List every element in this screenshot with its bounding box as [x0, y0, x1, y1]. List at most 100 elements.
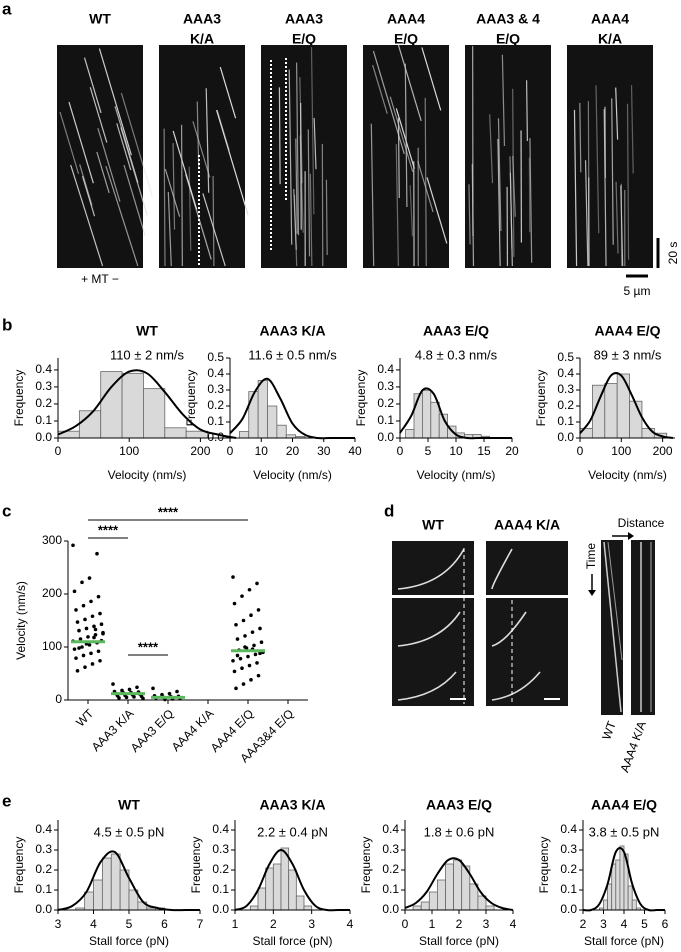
- dot: [127, 687, 132, 692]
- kymo-track: [68, 101, 94, 184]
- kymo-track: [205, 88, 210, 193]
- arrowhead: [588, 590, 596, 596]
- dot: [87, 576, 92, 580]
- annotation: 110 ± 2 nm/s: [110, 347, 185, 362]
- dot: [124, 695, 129, 700]
- dot: [256, 608, 261, 612]
- bar: [121, 372, 144, 439]
- kymo-track: [395, 108, 415, 169]
- kymo-track: [278, 87, 281, 185]
- bar: [295, 895, 305, 911]
- dot: [95, 551, 99, 556]
- x-tick-label: 7: [197, 917, 204, 931]
- significance-label: ****: [158, 504, 179, 519]
- kymo-track: [421, 47, 442, 111]
- x-tick-label: 0: [402, 917, 409, 931]
- annotation: 1.8 ± 0.6 pN: [424, 824, 495, 839]
- x-axis-label: Velocity (nm/s): [588, 468, 667, 482]
- microtubule: [491, 548, 513, 590]
- y-axis-label: Frequency: [184, 370, 198, 427]
- dot: [259, 640, 264, 645]
- x-tick-label: 2: [580, 917, 587, 931]
- kymo-track: [404, 63, 408, 208]
- bar: [257, 379, 268, 439]
- y-tick-label: 0.1: [35, 413, 52, 427]
- dot: [234, 686, 238, 691]
- y-tick-label: 0.2: [560, 862, 577, 876]
- dot: [135, 685, 139, 690]
- x-tick-label: 0: [227, 444, 234, 458]
- bar: [110, 853, 121, 911]
- dot: [117, 696, 121, 700]
- dot: [255, 581, 259, 586]
- kymo-track: [192, 121, 211, 178]
- x-axis-label: Stall force (pN): [252, 934, 332, 948]
- x-tick-label: 6: [161, 917, 168, 931]
- significance-label: ****: [98, 522, 119, 537]
- bar: [267, 405, 278, 439]
- y-tick-label: 0.2: [382, 862, 399, 876]
- kymo-track: [309, 173, 313, 267]
- y-tick-label: 0.4: [35, 362, 52, 376]
- y-axis-label: Frequency: [12, 837, 26, 894]
- x-tick-label: 5: [425, 444, 432, 458]
- dot: [90, 662, 95, 666]
- kymo-track: [489, 114, 494, 184]
- column-title: AAA3 & 4: [476, 11, 540, 27]
- dot: [92, 635, 96, 640]
- bar: [288, 869, 297, 911]
- dot: [75, 620, 80, 624]
- kymo-track: [296, 62, 300, 236]
- dot: [75, 669, 80, 673]
- bar: [257, 887, 267, 911]
- kymo-track: [325, 179, 328, 255]
- dot: [258, 626, 262, 631]
- y-tick-label: 0.4: [35, 822, 52, 836]
- kymo-track: [620, 185, 624, 267]
- arrowhead: [628, 532, 634, 540]
- x-tick-label: 4: [510, 917, 517, 931]
- kymo-track: [573, 109, 578, 267]
- dot: [84, 626, 89, 631]
- dot: [246, 654, 250, 659]
- microtubule: [397, 671, 457, 701]
- bar: [436, 879, 446, 911]
- dot: [231, 658, 235, 663]
- dot: [250, 630, 255, 634]
- chart-title: AAA4 E/Q: [594, 323, 660, 339]
- kymo-track: [611, 98, 614, 245]
- kymo-track: [509, 172, 513, 267]
- dot: [98, 611, 102, 616]
- kymo-track: [163, 128, 166, 267]
- dot: [98, 658, 102, 663]
- kymo-track: [172, 143, 176, 230]
- dot: [240, 594, 244, 598]
- kymo-track: [525, 80, 528, 142]
- bar: [611, 863, 617, 911]
- bar: [421, 389, 432, 439]
- chart-title: AAA3 E/Q: [426, 797, 492, 813]
- kymo-track: [370, 123, 375, 267]
- kymo-track: [497, 138, 501, 267]
- annotation: 3.8 ± 0.5 pN: [589, 824, 660, 839]
- fit-line: [57, 369, 237, 439]
- bar: [641, 427, 655, 439]
- y-axis-label: Frequency: [534, 370, 548, 427]
- column-title: AAA4: [591, 11, 629, 27]
- x-tick-label: 0: [397, 444, 404, 458]
- dot: [77, 646, 81, 650]
- kymo-track: [603, 541, 622, 713]
- significance-label: ****: [138, 639, 159, 654]
- kymo-track: [295, 138, 298, 234]
- bar: [249, 905, 259, 911]
- dot: [96, 594, 101, 599]
- kymo-track: [219, 66, 237, 119]
- kymo-track: [389, 96, 414, 173]
- y-tick-label: 0.5: [207, 350, 224, 364]
- annotation: 11.6 ± 0.5 nm/s: [248, 347, 337, 362]
- x-tick-label: 10: [255, 444, 269, 458]
- x-axis-label: Velocity (nm/s): [253, 468, 332, 482]
- dot: [86, 635, 90, 639]
- kymo-track: [70, 164, 104, 267]
- dot: [72, 589, 77, 594]
